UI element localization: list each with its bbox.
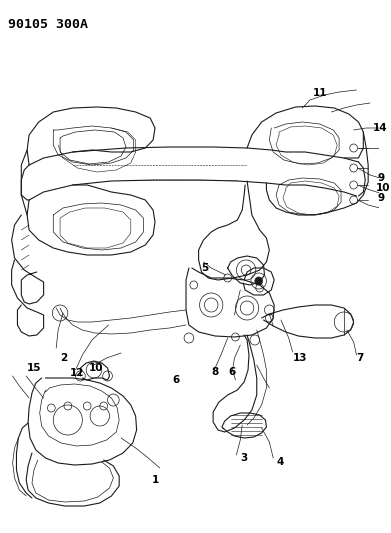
Text: 12: 12 (70, 368, 84, 378)
Text: 11: 11 (313, 88, 327, 98)
Text: 4: 4 (276, 457, 283, 467)
Text: 6: 6 (229, 367, 236, 377)
Text: 5: 5 (201, 263, 209, 273)
Text: 7: 7 (357, 353, 364, 363)
Text: 3: 3 (240, 453, 248, 463)
Text: 13: 13 (292, 353, 307, 363)
Text: 90105 300A: 90105 300A (8, 18, 88, 31)
Text: 6: 6 (172, 375, 179, 385)
Text: 14: 14 (373, 123, 387, 133)
Text: 10: 10 (89, 363, 104, 373)
Text: 15: 15 (27, 363, 41, 373)
Text: 9: 9 (378, 193, 385, 203)
Text: 10: 10 (376, 183, 391, 193)
Text: 9: 9 (378, 173, 385, 183)
Text: 8: 8 (211, 367, 219, 377)
Circle shape (255, 277, 263, 285)
Text: 1: 1 (152, 475, 160, 485)
Text: 2: 2 (60, 353, 67, 363)
